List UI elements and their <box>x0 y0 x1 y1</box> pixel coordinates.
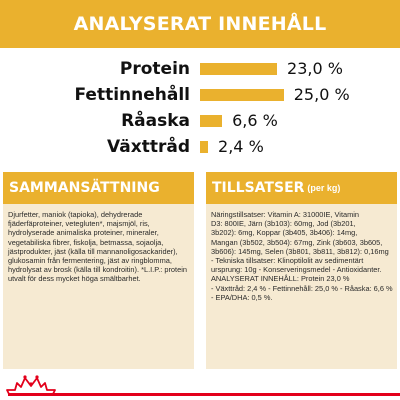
analysis-row-fibre: Växttråd 2,4 % <box>0 136 400 158</box>
analysis-label-ash: Råaska <box>121 111 190 131</box>
composition-text: Djurfetter, maniok (tapioka), dehydrerad… <box>8 210 187 284</box>
additives-line: Mangan (3b502, 3b504): 67mg, Zink (3b603… <box>211 237 383 247</box>
additives-line: - Växttråd: 2,4 % - Fettinnehåll: 25,0 %… <box>211 283 393 293</box>
composition-header: SAMMANSÄTTNING <box>3 172 194 204</box>
analysis-header-banner: ANALYSERAT INNEHÅLL <box>0 0 400 48</box>
composition-title: SAMMANSÄTTNING <box>9 180 160 196</box>
additives-title: TILLSATSER <box>212 180 305 196</box>
additives-text: Näringstillsatser: Vitamin A: 31000IE, V… <box>211 210 393 302</box>
analysis-value-fibre: 2,4 % <box>218 137 264 156</box>
analysis-bar-ash <box>200 115 223 127</box>
additives-line: Näringstillsatser: Vitamin A: 31000IE, V… <box>211 210 360 219</box>
analysis-label-fat: Fettinnehåll <box>74 85 191 105</box>
additives-line: - Tekniska tillsatser: Klinoptilolit av … <box>211 256 364 266</box>
analysis-value-ash: 6,6 % <box>232 111 278 130</box>
analysis-value-fat: 25,0 % <box>293 85 350 104</box>
analysis-bar-fat <box>200 89 284 101</box>
composition-panel: SAMMANSÄTTNING Djurfetter, maniok (tapio… <box>3 172 194 369</box>
additives-subtitle: (per kg) <box>307 183 341 193</box>
additives-line: ANALYSERAT INNEHÅLL: Protein 23,0 % <box>211 274 350 284</box>
analysis-bar-fibre <box>200 141 209 153</box>
additives-line: 3b202): 6mg, Koppar (3b405, 3b406): 14mg… <box>211 228 358 238</box>
analysis-row-fat: Fettinnehåll 25,0 % <box>0 84 400 106</box>
analysis-label-fibre: Växttråd <box>107 137 190 157</box>
analysis-label-protein: Protein <box>119 59 190 79</box>
additives-header: TILLSATSER (per kg) <box>206 172 397 204</box>
analysis-value-protein: 23,0 % <box>287 59 343 78</box>
analysis-table: Protein 23,0 % Fettinnehåll 25,0 % Råask… <box>0 56 400 166</box>
additives-line: ursprung: 10g - Konserveringsmedel - Ant… <box>211 265 382 275</box>
analysis-row-ash: Råaska 6,6 % <box>0 110 400 132</box>
analysis-title: ANALYSERAT INNEHÅLL <box>73 13 327 35</box>
footer-red-stripe <box>8 393 400 396</box>
additives-line: - EPA/DHA: 0,5 %. <box>211 292 273 302</box>
additives-line: 3b606): 145mg, Selen (3b801, 3b811, 3b81… <box>211 246 389 256</box>
additives-line: D3: 800IE, Järn (3b103): 60mg, Jod (3b20… <box>211 219 356 229</box>
additives-panel: TILLSATSER (per kg) Näringstillsatser: V… <box>206 172 397 369</box>
analysis-row-protein: Protein 23,0 % <box>0 58 400 80</box>
analysis-bar-protein <box>200 63 278 75</box>
